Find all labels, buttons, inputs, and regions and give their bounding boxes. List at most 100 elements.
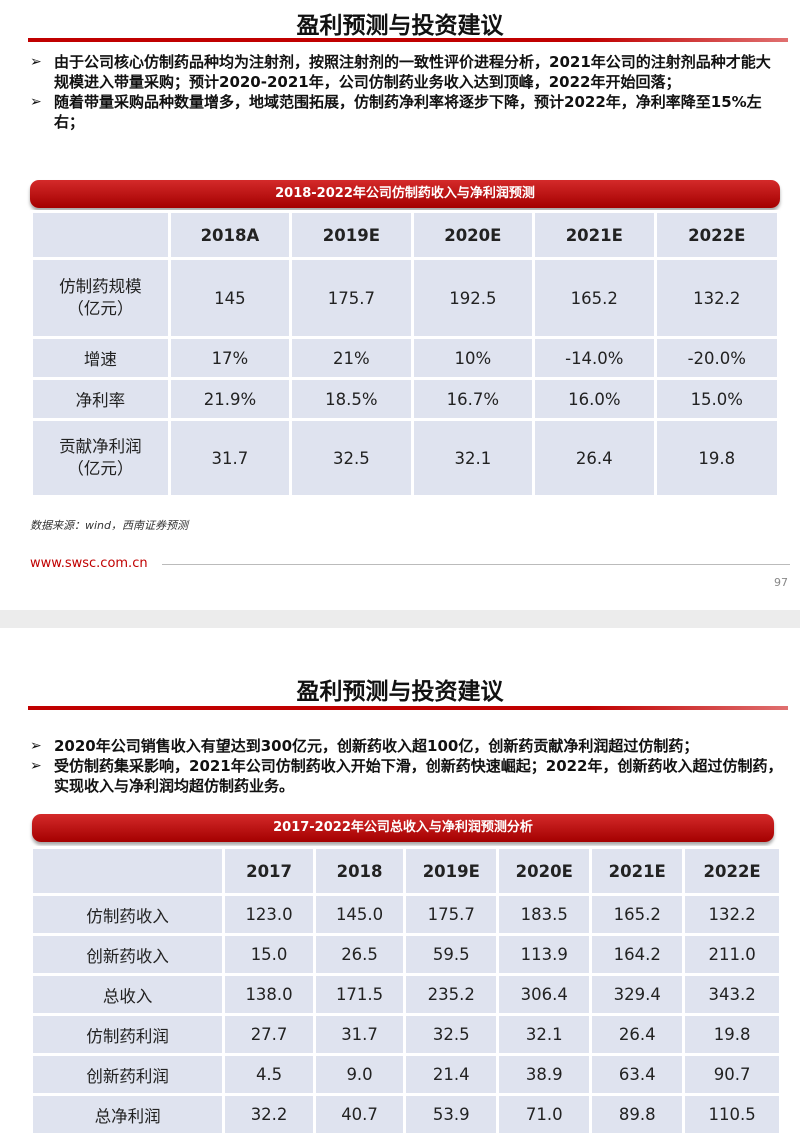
table-cell: 26.5	[315, 936, 404, 973]
table-row: 仿制药收入 123.0 145.0 175.7 183.5 165.2 132.…	[33, 896, 779, 933]
row-label: 净利率	[33, 380, 168, 418]
header-cell: 2020E	[413, 213, 533, 257]
table-cell: 19.8	[656, 421, 777, 495]
header-cell: 2019E	[292, 213, 411, 257]
row-label: 贡献净利润（亿元）	[33, 421, 168, 495]
header-cell: 2022E	[685, 849, 779, 893]
table-cell: 31.7	[315, 1016, 404, 1053]
table-header-row: 2018A 2019E 2020E 2021E 2022E	[33, 213, 777, 257]
table-cell: 38.9	[499, 1056, 590, 1093]
bullet-text: 随着带量采购品种数量增多，地域范围拓展，仿制药净利率将逐步下降，预计2022年，…	[54, 93, 762, 131]
table-header-row: 2017 2018 2019E 2020E 2021E 2022E	[33, 849, 779, 893]
header-cell	[33, 849, 223, 893]
table-cell: 26.4	[592, 1016, 683, 1053]
table-cell: -20.0%	[656, 339, 777, 377]
header-cell	[33, 213, 168, 257]
row-label: 仿制药收入	[33, 896, 223, 933]
table-row: 创新药利润 4.5 9.0 21.4 38.9 63.4 90.7	[33, 1056, 779, 1093]
bullet-list: ➢ 2020年公司销售收入有望达到300亿元，创新药收入超100亿，创新药贡献净…	[30, 736, 785, 796]
header-cell: 2018A	[170, 213, 290, 257]
table-cell: 32.2	[225, 1096, 313, 1133]
header-cell: 2021E	[592, 849, 683, 893]
table-cell: 4.5	[225, 1056, 313, 1093]
table-cell: 138.0	[225, 976, 313, 1013]
table-cell: 53.9	[406, 1096, 497, 1133]
table-cell: 15.0	[225, 936, 313, 973]
bullet-item: ➢ 随着带量采购品种数量增多，地域范围拓展，仿制药净利率将逐步下降，预计2022…	[30, 92, 785, 132]
table-cell: 31.7	[170, 421, 290, 495]
table-cell: 132.2	[656, 260, 777, 336]
bullet-text: 受仿制药集采影响，2021年公司仿制药收入开始下滑，创新药快速崛起；2022年，…	[54, 757, 783, 795]
table-cell: 27.7	[225, 1016, 313, 1053]
table-cell: 165.2	[592, 896, 683, 933]
header-cell: 2020E	[499, 849, 590, 893]
table-cell: 113.9	[499, 936, 590, 973]
table-cell: 90.7	[685, 1056, 779, 1093]
website-link[interactable]: www.swsc.com.cn	[30, 556, 148, 571]
total-revenue-profit-table: 2017 2018 2019E 2020E 2021E 2022E 仿制药收入 …	[30, 846, 782, 1136]
table-cell: 329.4	[592, 976, 683, 1013]
table-row: 总净利润 32.2 40.7 53.9 71.0 89.8 110.5	[33, 1096, 779, 1133]
table-title-banner: 2018-2022年公司仿制药收入与净利润预测	[30, 180, 780, 208]
header-cell: 2022E	[656, 213, 777, 257]
bullet-list: ➢ 由于公司核心仿制药品种均为注射剂，按照注射剂的一致性评价进程分析，2021年…	[30, 52, 785, 132]
slide-title: 盈利预测与投资建议	[296, 679, 504, 705]
table-row: 仿制药利润 27.7 31.7 32.5 32.1 26.4 19.8	[33, 1016, 779, 1053]
table-cell: 16.0%	[535, 380, 654, 418]
table-cell: 145	[170, 260, 290, 336]
table-cell: 18.5%	[292, 380, 411, 418]
row-label: 仿制药利润	[33, 1016, 223, 1053]
table-cell: 9.0	[315, 1056, 404, 1093]
table-cell: 89.8	[592, 1096, 683, 1133]
table-row: 总收入 138.0 171.5 235.2 306.4 329.4 343.2	[33, 976, 779, 1013]
table-cell: 211.0	[685, 936, 779, 973]
table-cell: 26.4	[535, 421, 654, 495]
footer-divider	[162, 564, 790, 565]
table-cell: 165.2	[535, 260, 654, 336]
table-cell: 123.0	[225, 896, 313, 933]
arrow-right-icon: ➢	[30, 94, 42, 110]
bullet-text: 2020年公司销售收入有望达到300亿元，创新药收入超100亿，创新药贡献净利润…	[54, 737, 699, 755]
table-cell: 59.5	[406, 936, 497, 973]
table-cell: 16.7%	[413, 380, 533, 418]
table-cell: 21%	[292, 339, 411, 377]
table-cell: 32.1	[413, 421, 533, 495]
bullet-item: ➢ 由于公司核心仿制药品种均为注射剂，按照注射剂的一致性评价进程分析，2021年…	[30, 52, 785, 92]
table-cell: 32.5	[292, 421, 411, 495]
table-cell: 15.0%	[656, 380, 777, 418]
table-cell: 21.4	[406, 1056, 497, 1093]
table-cell: -14.0%	[535, 339, 654, 377]
arrow-right-icon: ➢	[30, 54, 42, 70]
table-row: 仿制药规模（亿元） 145 175.7 192.5 165.2 132.2	[33, 260, 777, 336]
slide-page-98: 盈利预测与投资建议 ➢ 2020年公司销售收入有望达到300亿元，创新药收入超1…	[0, 628, 800, 1140]
table-row: 创新药收入 15.0 26.5 59.5 113.9 164.2 211.0	[33, 936, 779, 973]
arrow-right-icon: ➢	[30, 758, 42, 774]
table-cell: 343.2	[685, 976, 779, 1013]
slide-title: 盈利预测与投资建议	[296, 13, 504, 39]
table-cell: 164.2	[592, 936, 683, 973]
table-cell: 145.0	[315, 896, 404, 933]
table-cell: 110.5	[685, 1096, 779, 1133]
row-label: 总净利润	[33, 1096, 223, 1133]
title-divider	[28, 706, 788, 710]
table-cell: 10%	[413, 339, 533, 377]
table-row: 贡献净利润（亿元） 31.7 32.5 32.1 26.4 19.8	[33, 421, 777, 495]
header-cell: 2019E	[406, 849, 497, 893]
row-label: 总收入	[33, 976, 223, 1013]
table-cell: 19.8	[685, 1016, 779, 1053]
table-cell: 71.0	[499, 1096, 590, 1133]
table-row: 增速 17% 21% 10% -14.0% -20.0%	[33, 339, 777, 377]
header-cell: 2018	[315, 849, 404, 893]
table-cell: 32.1	[499, 1016, 590, 1053]
generic-drug-forecast-table: 2018A 2019E 2020E 2021E 2022E 仿制药规模（亿元） …	[30, 210, 780, 498]
table-cell: 21.9%	[170, 380, 290, 418]
bullet-text: 由于公司核心仿制药品种均为注射剂，按照注射剂的一致性评价进程分析，2021年公司…	[54, 53, 771, 91]
data-source-note: 数据来源：wind，西南证券预测	[30, 519, 189, 532]
table-cell: 171.5	[315, 976, 404, 1013]
slide-page-97: 盈利预测与投资建议 ➢ 由于公司核心仿制药品种均为注射剂，按照注射剂的一致性评价…	[0, 0, 800, 610]
table-cell: 175.7	[406, 896, 497, 933]
table-cell: 183.5	[499, 896, 590, 933]
row-label: 创新药利润	[33, 1056, 223, 1093]
table-cell: 32.5	[406, 1016, 497, 1053]
table-cell: 17%	[170, 339, 290, 377]
